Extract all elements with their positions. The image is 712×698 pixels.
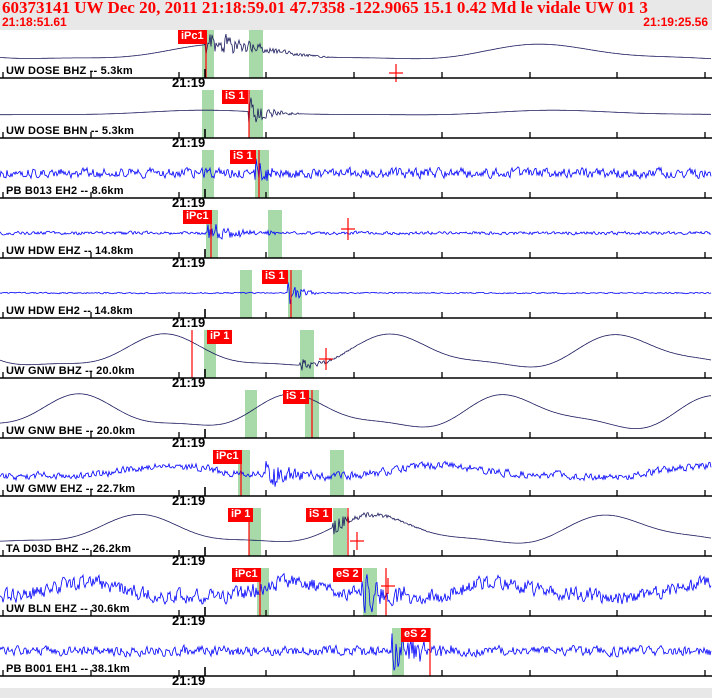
- trace-row[interactable]: UW DOSE BHN -- 5.3km 21:19 iS 1: [0, 90, 712, 150]
- trace-canvas: [0, 330, 712, 390]
- trace-canvas: [0, 30, 712, 90]
- channel-label: UW GNW BHE -- 20.0km: [6, 425, 136, 437]
- axis-time-label: 21:19: [172, 613, 206, 628]
- phase-pick-label[interactable]: iPc1: [232, 568, 261, 582]
- waveform-path: [0, 460, 712, 487]
- trace-panel-list[interactable]: UW DOSE BHZ -- 5.3km 21:19 iPc1 UW DOSE BHN…: [0, 30, 712, 698]
- trace-canvas: [0, 210, 712, 270]
- channel-label: UW HDW EH2 -- 14.8km: [6, 305, 133, 317]
- trace-row[interactable]: TA D03D BHZ -- 26.2km 21:19 iP 1 iS 1: [0, 508, 712, 568]
- waveform-path: [0, 633, 712, 671]
- trace-canvas: [0, 390, 712, 450]
- trace-canvas: [0, 450, 712, 508]
- channel-label: UW HDW EHZ -- 14.8km: [6, 245, 134, 257]
- signal-window: [249, 90, 263, 138]
- trace-canvas: [0, 90, 712, 150]
- trace-row[interactable]: UW GNW BHZ -- 20.0km 21:19 iP 1: [0, 330, 712, 390]
- trace-row[interactable]: UW HDW EH2 -- 14.8km 21:19 iS 1: [0, 270, 712, 330]
- waveform-path: [0, 512, 712, 544]
- channel-label: UW BLN EHZ -- 30.6km: [6, 603, 130, 615]
- waveform-path: [0, 158, 712, 182]
- window-start-time: 21:18:51.61: [2, 15, 67, 29]
- signal-window: [245, 390, 257, 438]
- event-info-line: 60373141 UW Dec 20, 2011 21:18:59.01 47.…: [2, 0, 648, 17]
- phase-pick-label[interactable]: iPc1: [183, 210, 212, 224]
- channel-label: UW DOSE BHZ -- 5.3km: [6, 65, 133, 77]
- channel-label: TA D03D BHZ -- 26.2km: [6, 543, 132, 555]
- signal-window: [363, 568, 377, 616]
- channel-label: UW DOSE BHN -- 5.3km: [6, 125, 135, 137]
- phase-pick-label[interactable]: iS 1: [262, 270, 288, 284]
- signal-window: [300, 330, 314, 378]
- trace-row[interactable]: PB B001 EH1 -- 38.1km 21:19 eS 2: [0, 628, 712, 688]
- window-end-time: 21:19:25.56: [643, 15, 708, 29]
- axis-time-label: 21:19: [172, 135, 206, 150]
- signal-window: [288, 270, 302, 318]
- trace-canvas: [0, 270, 712, 330]
- axis-time-label: 21:19: [172, 375, 206, 390]
- phase-pick-label[interactable]: iP 1: [228, 508, 254, 522]
- signal-window: [240, 270, 252, 318]
- waveform-path: [0, 97, 712, 125]
- axis-time-label: 21:19: [172, 673, 206, 688]
- signal-window: [255, 150, 269, 198]
- trace-row[interactable]: UW GMW EHZ -- 22.7km 21:19 iPc1: [0, 450, 712, 508]
- amplitude-marker: [350, 532, 364, 550]
- waveform-path: [0, 282, 712, 304]
- axis-time-label: 21:19: [172, 75, 206, 90]
- signal-window: [202, 150, 214, 198]
- waveform-path: [0, 572, 712, 614]
- signal-window: [330, 450, 344, 496]
- trace-canvas: [0, 508, 712, 568]
- phase-pick-label[interactable]: eS 2: [333, 568, 362, 582]
- trace-canvas: [0, 628, 712, 688]
- event-header: 60373141 UW Dec 20, 2011 21:18:59.01 47.…: [0, 0, 712, 30]
- axis-time-label: 21:19: [172, 493, 206, 508]
- phase-pick-label[interactable]: iS 1: [306, 508, 332, 522]
- axis-time-label: 21:19: [172, 255, 206, 270]
- phase-pick-label[interactable]: eS 2: [401, 628, 430, 642]
- amplitude-marker: [381, 578, 395, 594]
- amplitude-marker: [319, 348, 333, 370]
- phase-pick-label[interactable]: iPc1: [178, 30, 207, 44]
- axis-time-label: 21:19: [172, 553, 206, 568]
- waveform-path: [0, 393, 712, 429]
- signal-window: [202, 90, 214, 138]
- axis-time-label: 21:19: [172, 435, 206, 450]
- phase-pick-label[interactable]: iPc1: [213, 450, 242, 464]
- signal-window: [249, 30, 263, 78]
- channel-label: PB B013 EH2 -- 8.6km: [6, 185, 124, 197]
- trace-row[interactable]: PB B013 EH2 -- 8.6km 21:19 iS 1: [0, 150, 712, 210]
- signal-window: [333, 508, 347, 556]
- channel-label: UW GNW BHZ -- 20.0km: [6, 365, 135, 377]
- phase-pick-label[interactable]: iS 1: [283, 390, 309, 404]
- trace-canvas: [0, 150, 712, 210]
- trace-row[interactable]: UW DOSE BHZ -- 5.3km 21:19 iPc1: [0, 30, 712, 90]
- channel-label: PB B001 EH1 -- 38.1km: [6, 663, 131, 675]
- phase-pick-label[interactable]: iS 1: [222, 90, 248, 104]
- amplitude-marker: [389, 64, 403, 82]
- waveform-path: [0, 33, 712, 60]
- amplitude-marker: [341, 218, 355, 240]
- waveform-path: [0, 333, 712, 371]
- waveform-path: [0, 224, 712, 240]
- channel-label: UW GMW EHZ -- 22.7km: [6, 483, 136, 495]
- trace-row[interactable]: UW BLN EHZ -- 30.6km 21:19 iPc1 eS 2: [0, 568, 712, 628]
- trace-row[interactable]: UW GNW BHE -- 20.0km 21:19 iS 1: [0, 390, 712, 450]
- trace-row[interactable]: UW HDW EHZ -- 14.8km 21:19 iPc1: [0, 210, 712, 270]
- axis-time-label: 21:19: [172, 315, 206, 330]
- phase-pick-label[interactable]: iS 1: [230, 150, 256, 164]
- axis-time-label: 21:19: [172, 195, 206, 210]
- phase-pick-label[interactable]: iP 1: [207, 330, 233, 344]
